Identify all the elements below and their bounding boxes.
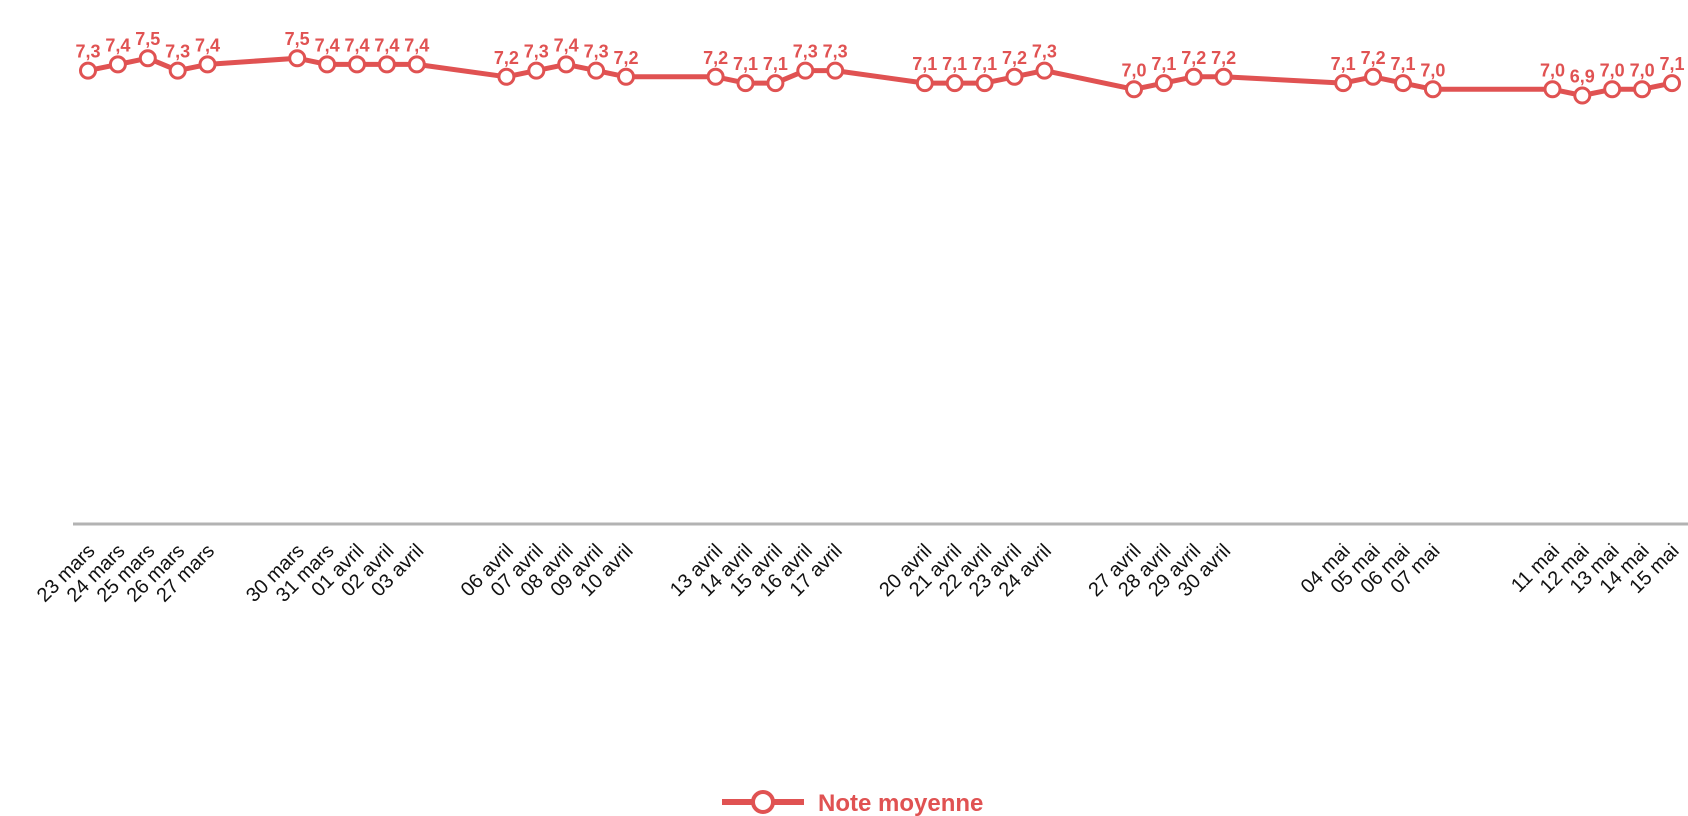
data-label: 7,0 (1600, 60, 1625, 80)
data-point (945, 74, 964, 93)
data-label: 7,4 (374, 35, 399, 55)
data-label: 7,0 (1420, 60, 1445, 80)
data-label: 7,1 (763, 54, 788, 74)
data-label: 7,3 (524, 42, 549, 62)
data-label: 7,4 (315, 35, 340, 55)
data-point (377, 55, 396, 74)
data-point (736, 74, 755, 93)
data-label: 7,1 (912, 54, 937, 74)
data-label: 7,4 (195, 35, 220, 55)
data-label: 7,1 (1331, 54, 1356, 74)
data-label: 7,3 (75, 42, 100, 62)
data-label: 7,1 (1390, 54, 1415, 74)
data-label: 7,4 (404, 35, 429, 55)
data-point (587, 61, 606, 80)
data-point (1543, 80, 1562, 99)
legend-label: Note moyenne (818, 790, 983, 816)
data-point (557, 55, 576, 74)
data-label: 7,1 (1659, 54, 1684, 74)
data-point (108, 55, 127, 74)
data-label: 7,0 (1630, 60, 1655, 80)
data-point (168, 61, 187, 80)
data-label: 7,2 (1211, 48, 1236, 68)
data-label: 7,1 (733, 54, 758, 74)
data-point (766, 74, 785, 93)
data-label: 7,3 (584, 42, 609, 62)
legend-marker-swatch (751, 790, 775, 814)
data-label: 7,3 (1032, 42, 1057, 62)
data-point (1423, 80, 1442, 99)
data-label: 7,5 (285, 29, 310, 49)
data-point (497, 67, 516, 86)
data-label: 7,2 (703, 48, 728, 68)
data-label: 7,1 (1151, 54, 1176, 74)
data-label: 7,4 (344, 35, 369, 55)
data-point (1154, 74, 1173, 93)
data-point (1663, 74, 1681, 93)
data-point (975, 74, 994, 93)
data-point (1394, 74, 1412, 93)
data-label: 7,3 (165, 42, 190, 62)
data-label: 7,4 (554, 35, 579, 55)
data-point (198, 55, 217, 74)
data-point (706, 67, 725, 86)
data-label: 7,4 (105, 35, 130, 55)
data-label: 7,3 (823, 42, 848, 62)
data-point (796, 61, 815, 80)
data-point (1005, 67, 1024, 86)
data-label: 7,2 (1181, 48, 1206, 68)
data-label: 7,1 (942, 54, 967, 74)
data-point (1035, 61, 1054, 80)
data-point (527, 61, 546, 80)
data-point (1184, 67, 1203, 86)
data-point (1633, 80, 1652, 99)
data-label-layer: 7,3 7,4 7,57,3 7,4 7,5 7,4 7,4 7,4 7,47,2 7,3 7,4 7… (75, 29, 1684, 86)
data-point (318, 55, 337, 74)
data-label: 7,1 (972, 54, 997, 74)
data-point (1334, 74, 1353, 93)
data-label: 7,2 (1361, 48, 1386, 68)
data-label: 7,0 (1540, 60, 1565, 80)
data-point (288, 49, 307, 68)
data-point (1573, 86, 1592, 105)
data-point (79, 61, 97, 80)
data-label: 7,5 (135, 29, 160, 49)
data-point (407, 55, 426, 74)
data-point (348, 55, 366, 74)
data-label: 7,2 (1002, 48, 1027, 68)
series-marker-layer (79, 49, 1681, 105)
data-label: 7,0 (1121, 60, 1146, 80)
data-point (617, 67, 635, 86)
data-point (1214, 67, 1233, 86)
data-point (915, 74, 934, 93)
data-label: 6,9 (1570, 67, 1595, 87)
data-point (826, 61, 845, 80)
data-label: 7,2 (494, 48, 519, 68)
data-label: 7,3 (793, 42, 818, 62)
legend: Note moyenne (722, 790, 983, 816)
data-point (1125, 80, 1143, 99)
data-point (1603, 80, 1622, 99)
data-label: 7,2 (613, 48, 638, 68)
data-point (138, 49, 157, 68)
data-point (1364, 67, 1383, 86)
